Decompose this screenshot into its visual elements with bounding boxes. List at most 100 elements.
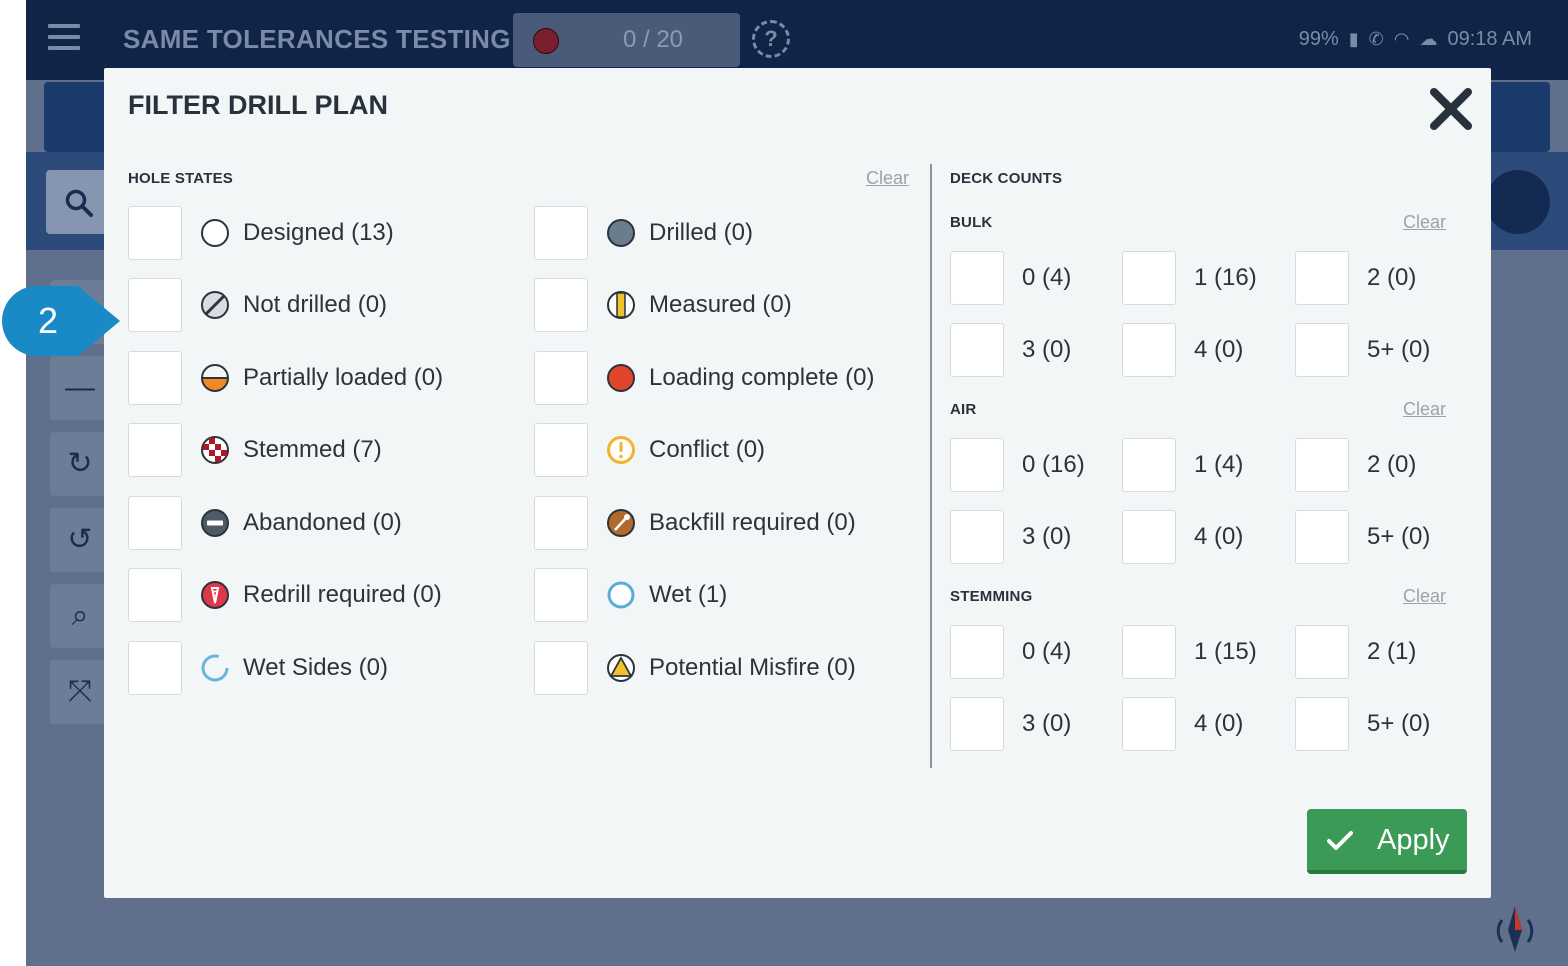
hole-states-clear-link[interactable]: Clear [866, 168, 910, 188]
hole-state-potential-misfire[interactable]: Potential Misfire (0) [534, 641, 856, 695]
fit-extent-button[interactable]: ⤧ [50, 660, 110, 724]
bulk-clear-link[interactable]: Clear [1403, 212, 1447, 232]
undo-button[interactable]: ↺ [50, 508, 110, 572]
hole-state-wet[interactable]: Wet (1) [534, 568, 727, 622]
checkbox[interactable] [1122, 323, 1176, 377]
air-option-4[interactable]: 4 (0) [1122, 510, 1243, 564]
bulk-option-2[interactable]: 2 (0) [1295, 251, 1416, 305]
checkbox[interactable] [950, 625, 1004, 679]
checkbox[interactable] [128, 568, 182, 622]
hole-state-drilled[interactable]: Drilled (0) [534, 206, 753, 260]
compass-icon[interactable] [1492, 902, 1538, 956]
hole-state-not-drilled[interactable]: Not drilled (0) [128, 278, 387, 332]
air-option-1[interactable]: 1 (4) [1122, 438, 1243, 492]
checkbox[interactable] [534, 423, 588, 477]
stemming-heading: STEMMING [950, 588, 1033, 605]
air-clear-link[interactable]: Clear [1403, 399, 1447, 419]
hole-state-wet-sides[interactable]: Wet Sides (0) [128, 641, 388, 695]
checkbox[interactable] [1295, 625, 1349, 679]
stemming-option-3[interactable]: 3 (0) [950, 697, 1071, 751]
wet-sides-icon [201, 654, 229, 682]
stemmed-icon [201, 436, 229, 464]
air-option-2[interactable]: 2 (0) [1295, 438, 1416, 492]
top-bar: SAME TOLERANCES TESTING 0 / 20 ? 99% ▮ ✆… [26, 0, 1568, 80]
stemming-option-0[interactable]: 0 (4) [950, 625, 1071, 679]
stemming-option-4[interactable]: 4 (0) [1122, 697, 1243, 751]
checkbox[interactable] [1295, 438, 1349, 492]
checkbox[interactable] [1295, 697, 1349, 751]
air-option-3[interactable]: 3 (0) [950, 510, 1071, 564]
hole-state-measured[interactable]: Measured (0) [534, 278, 792, 332]
notification-button[interactable] [1486, 170, 1550, 234]
checkbox[interactable] [534, 496, 588, 550]
checkbox[interactable] [950, 510, 1004, 564]
hole-state-conflict[interactable]: Conflict (0) [534, 423, 765, 477]
redo-button[interactable]: ↻ [50, 432, 110, 496]
deck-count-label: 5+ (0) [1367, 523, 1431, 550]
checkbox[interactable] [1122, 625, 1176, 679]
checkbox[interactable] [534, 568, 588, 622]
checkbox[interactable] [950, 251, 1004, 305]
menu-icon[interactable] [48, 24, 80, 54]
stemming-option-2[interactable]: 2 (1) [1295, 625, 1416, 679]
stemming-option-5plus[interactable]: 5+ (0) [1295, 697, 1430, 751]
bulk-option-0[interactable]: 0 (4) [950, 251, 1071, 305]
checkbox[interactable] [950, 697, 1004, 751]
checkbox[interactable] [1122, 438, 1176, 492]
checkbox[interactable] [128, 641, 182, 695]
hole-state-abandoned[interactable]: Abandoned (0) [128, 496, 402, 550]
checkbox[interactable] [534, 278, 588, 332]
checkbox[interactable] [1122, 510, 1176, 564]
checkbox[interactable] [1295, 510, 1349, 564]
air-option-5plus[interactable]: 5+ (0) [1295, 510, 1430, 564]
search-button[interactable] [46, 170, 110, 234]
bulk-option-4[interactable]: 4 (0) [1122, 323, 1243, 377]
hole-state-label: Wet (1) [649, 581, 728, 608]
potential-misfire-icon [607, 654, 635, 682]
checkbox[interactable] [534, 351, 588, 405]
check-icon [1327, 831, 1353, 850]
checkbox[interactable] [534, 206, 588, 260]
deck-count-label: 2 (0) [1367, 264, 1417, 291]
hole-state-label: Backfill required (0) [649, 509, 856, 536]
checkbox[interactable] [128, 496, 182, 550]
help-icon[interactable]: ? [752, 20, 790, 58]
deck-count-label: 1 (16) [1194, 264, 1257, 291]
deck-count-label: 0 (4) [1022, 638, 1072, 665]
bulk-option-5plus[interactable]: 5+ (0) [1295, 323, 1430, 377]
deck-counts-heading: DECK COUNTS [950, 170, 1063, 187]
checkbox[interactable] [950, 323, 1004, 377]
loading-complete-icon [607, 364, 635, 392]
hole-state-designed[interactable]: Designed (13) [128, 206, 394, 260]
hole-state-redrill-required[interactable]: Redrill required (0) [128, 568, 442, 622]
checkbox[interactable] [128, 206, 182, 260]
checkbox[interactable] [128, 278, 182, 332]
hole-state-stemmed[interactable]: Stemmed (7) [128, 423, 382, 477]
hole-state-backfill-required[interactable]: Backfill required (0) [534, 496, 856, 550]
hole-state-label: Partially loaded (0) [243, 364, 444, 391]
checkbox[interactable] [128, 423, 182, 477]
progress-counter[interactable]: 0 / 20 [513, 13, 740, 67]
air-option-0[interactable]: 0 (16) [950, 438, 1085, 492]
checkbox[interactable] [1295, 323, 1349, 377]
zoom-selection-button[interactable]: ⌕ [50, 584, 110, 648]
checkbox[interactable] [1295, 251, 1349, 305]
checkbox[interactable] [534, 641, 588, 695]
backfill-required-icon [607, 509, 635, 537]
stemming-option-1[interactable]: 1 (15) [1122, 625, 1257, 679]
checkbox[interactable] [1122, 697, 1176, 751]
hole-state-partially-loaded[interactable]: Partially loaded (0) [128, 351, 443, 405]
close-icon[interactable] [1428, 86, 1474, 132]
checkbox[interactable] [128, 351, 182, 405]
deck-count-label: 3 (0) [1022, 336, 1072, 363]
deck-count-label: 2 (1) [1367, 638, 1417, 665]
hole-state-loading-complete[interactable]: Loading complete (0) [534, 351, 874, 405]
bulk-option-3[interactable]: 3 (0) [950, 323, 1071, 377]
zoom-out-button[interactable]: — [50, 356, 110, 420]
checkbox[interactable] [950, 438, 1004, 492]
checkbox[interactable] [1122, 251, 1176, 305]
apply-button[interactable]: Apply [1307, 809, 1467, 874]
stemming-clear-link[interactable]: Clear [1403, 586, 1447, 606]
hole-state-label: Redrill required (0) [243, 581, 442, 608]
bulk-option-1[interactable]: 1 (16) [1122, 251, 1257, 305]
